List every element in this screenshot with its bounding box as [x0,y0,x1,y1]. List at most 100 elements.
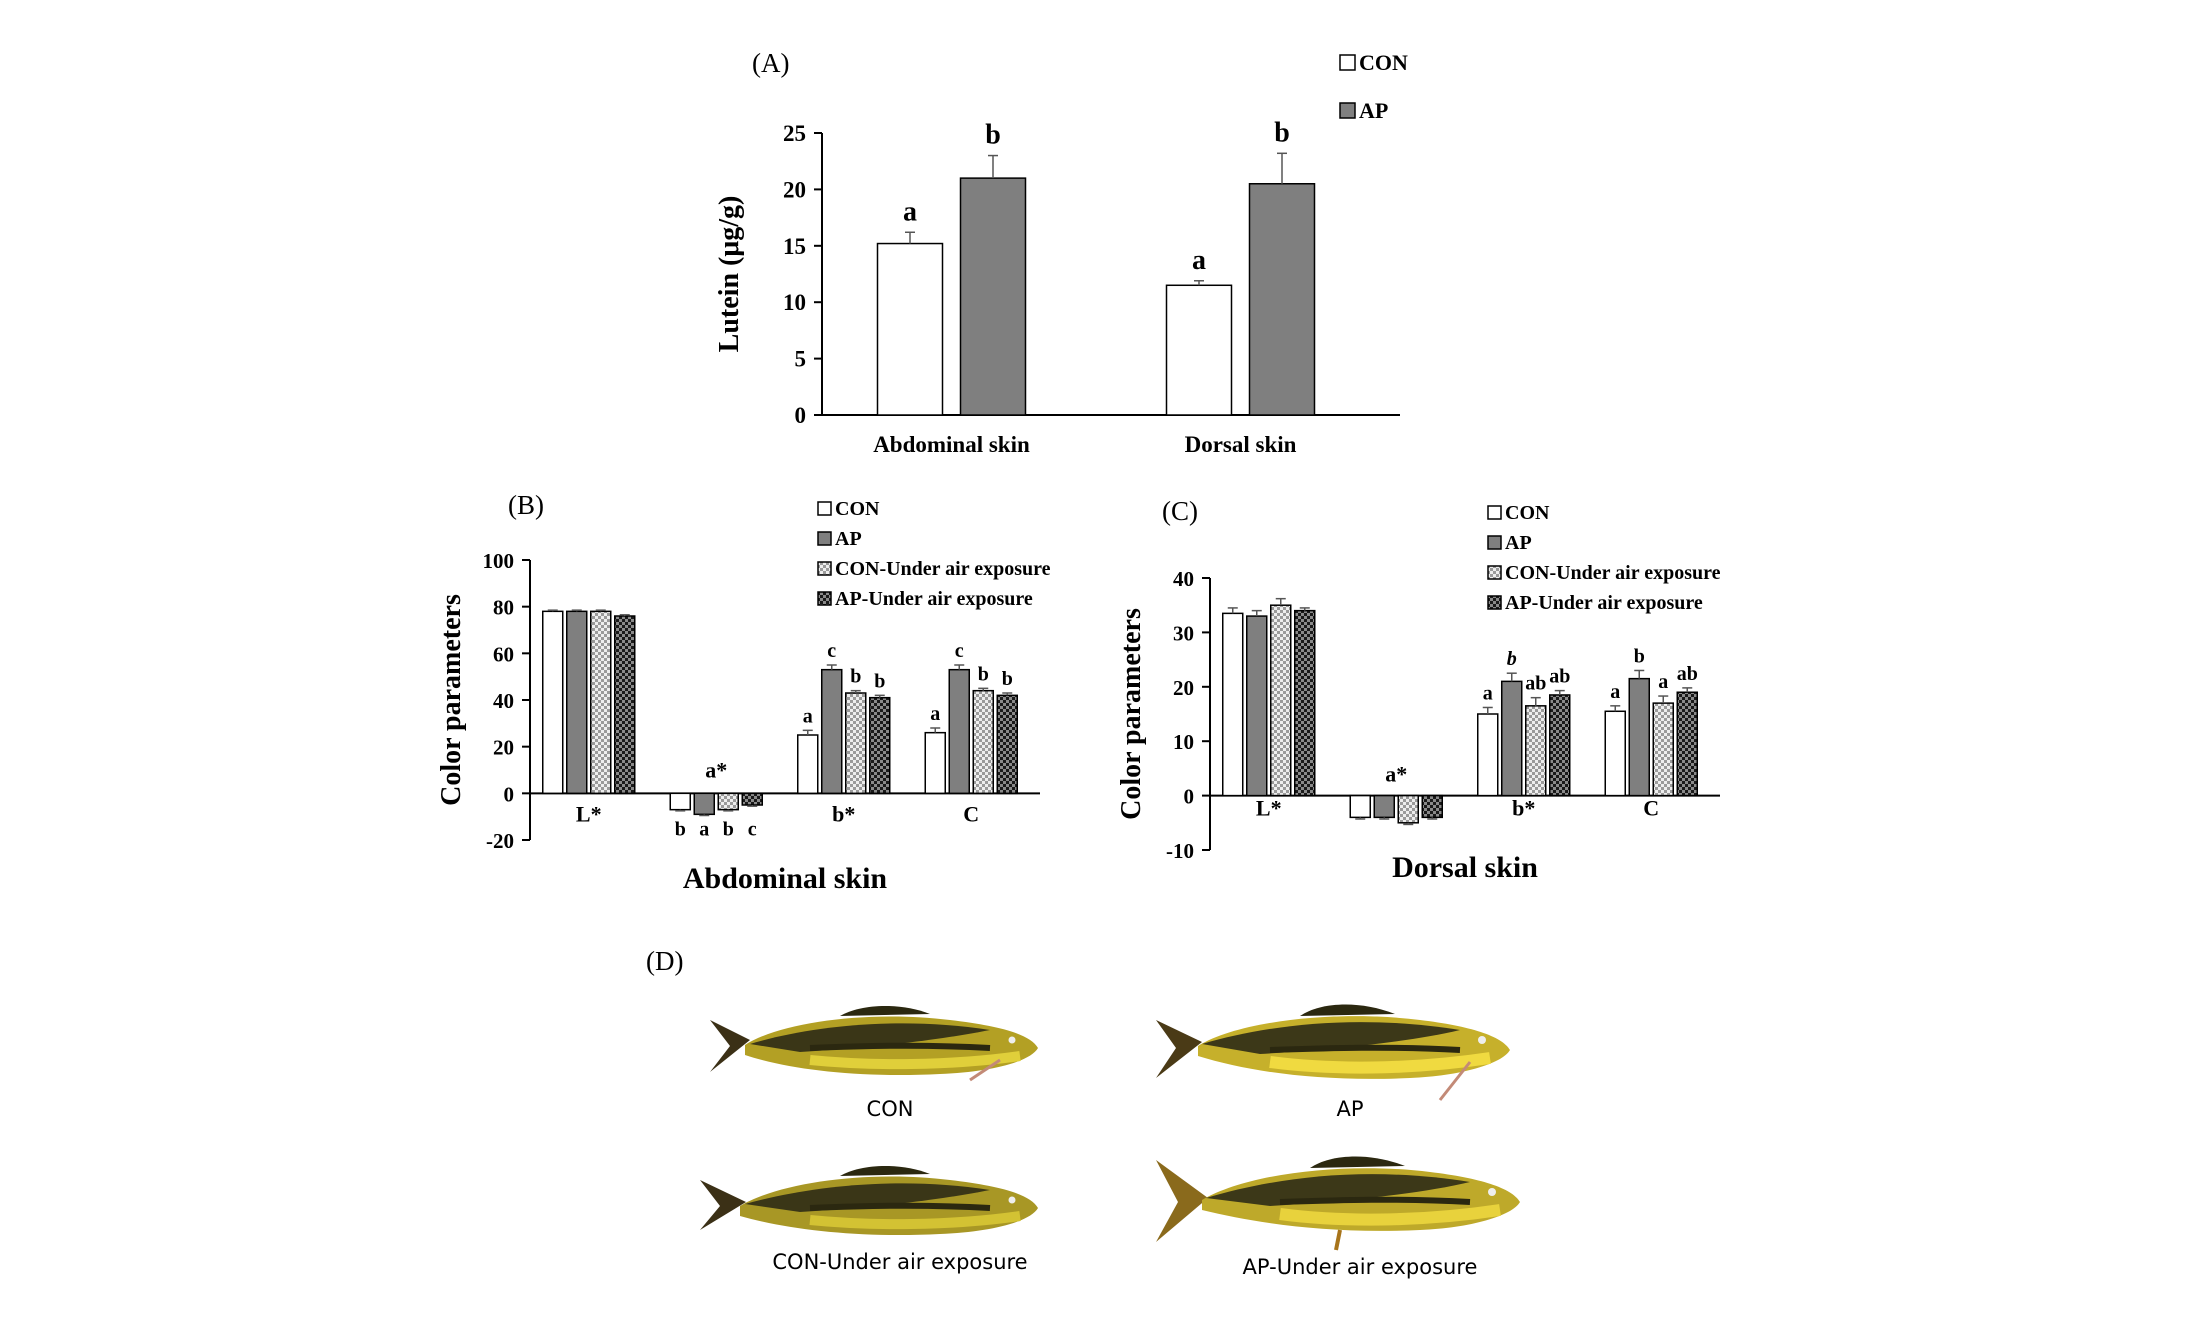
x-category-label: b* [832,801,855,826]
bar [821,668,843,795]
legend-swatch [817,531,832,546]
significance-letter: b [1002,668,1013,690]
bar [972,689,994,795]
bar [996,694,1018,795]
y-tick-label: 0 [504,782,515,806]
significance-letter: ab [1549,666,1570,688]
bar [1549,694,1571,797]
bar [1349,794,1371,819]
y-tick-label: 25 [783,121,806,146]
panel-label-b: (B) [508,490,544,520]
bar [1373,794,1395,819]
significance-letter: c [827,640,836,662]
legend-label: CON [1359,50,1408,75]
bar [1248,183,1316,416]
bar [542,610,564,795]
x-category-label: Abdominal skin [873,432,1030,457]
legend-swatch [1487,565,1502,580]
significance-letter: a [1658,671,1668,693]
y-tick-label: -10 [1166,839,1194,863]
significance-letter: b [1274,117,1290,148]
y-axis-label: Color parameters [436,594,467,806]
chart-lutein: 0 5 10 15 20 25 Lutein (μg/g) a b Abdominal skin a… [714,50,1408,457]
bar [566,610,588,795]
photo-caption-con-air: CON-Under air exposure [772,1250,1028,1274]
bar [845,692,867,795]
y-tick-label: 10 [1173,730,1194,754]
fish-photo-ap-air [1156,1156,1520,1251]
significance-letter: a [1610,681,1620,703]
fish-photo-ap [1156,1004,1510,1101]
significance-letter: b [1634,645,1645,667]
bar [1294,609,1316,797]
bar [959,177,1027,416]
bar [614,615,636,795]
x-category-label: C [963,801,979,826]
significance-letter: a [1192,245,1206,276]
bar [693,792,715,816]
legend-label: AP [835,528,862,550]
significance-letter: b [1507,648,1517,670]
significance-letter: ab [1677,663,1698,685]
legend-label: CON [835,498,880,520]
bar [1525,705,1547,797]
x-category-label: L* [1256,796,1282,821]
significance-letter: b [850,666,861,688]
bar [1165,284,1233,416]
x-axis-label: Abdominal skin [683,862,888,895]
photo-caption-ap: AP [1336,1097,1364,1121]
significance-letter: c [748,818,757,840]
y-axis-label: Lutein (μg/g) [714,196,745,353]
bar [1421,794,1443,819]
bar [1652,702,1674,797]
x-category-label: a* [1385,762,1407,787]
bar [924,731,946,795]
bar [1246,615,1268,797]
legend-label: AP [1359,98,1388,123]
y-tick-label: 0 [795,403,807,428]
y-tick-label: -20 [486,829,514,853]
legend-swatch [1339,102,1356,119]
legend-label: AP-Under air exposure [1505,592,1703,614]
panel-label-a: (A) [752,48,790,78]
legend-label: CON-Under air exposure [835,558,1051,580]
legend-label: CON [1505,502,1550,524]
y-tick-label: 15 [783,234,806,259]
legend-swatch [817,591,832,606]
bar [590,610,612,795]
bar [1604,710,1626,797]
fish-photo-con [710,1005,1038,1082]
bar [1222,612,1244,797]
significance-letter: a [803,705,813,727]
bar [741,792,763,806]
y-axis-label: Color parameters [1116,608,1147,820]
significance-letter: a [699,818,709,840]
y-tick-label: 20 [783,177,806,202]
panel-label-d: (D) [646,946,684,976]
legend-swatch [817,561,832,576]
y-tick-label: 40 [493,689,514,713]
y-tick-label: 5 [795,347,807,372]
bar [876,242,944,416]
significance-letter: ab [1525,673,1546,695]
x-category-label: L* [576,801,602,826]
significance-letter: b [978,663,989,685]
y-tick-label: 20 [1173,676,1194,700]
fish-photo-con-air [700,1165,1038,1236]
panel-label-c: (C) [1162,496,1198,526]
y-tick-label: 0 [1184,785,1195,809]
significance-letter: b [723,818,734,840]
bar [948,668,970,795]
x-category-label: Dorsal skin [1185,432,1297,457]
legend-label: AP [1505,532,1532,554]
y-tick-label: 20 [493,736,514,760]
x-category-label: a* [705,757,727,782]
legend-swatch [817,501,832,516]
y-tick-label: 60 [493,642,514,666]
y-tick-label: 10 [783,290,806,315]
y-tick-label: 40 [1173,567,1194,591]
significance-letter: b [675,818,686,840]
bar [717,792,739,811]
